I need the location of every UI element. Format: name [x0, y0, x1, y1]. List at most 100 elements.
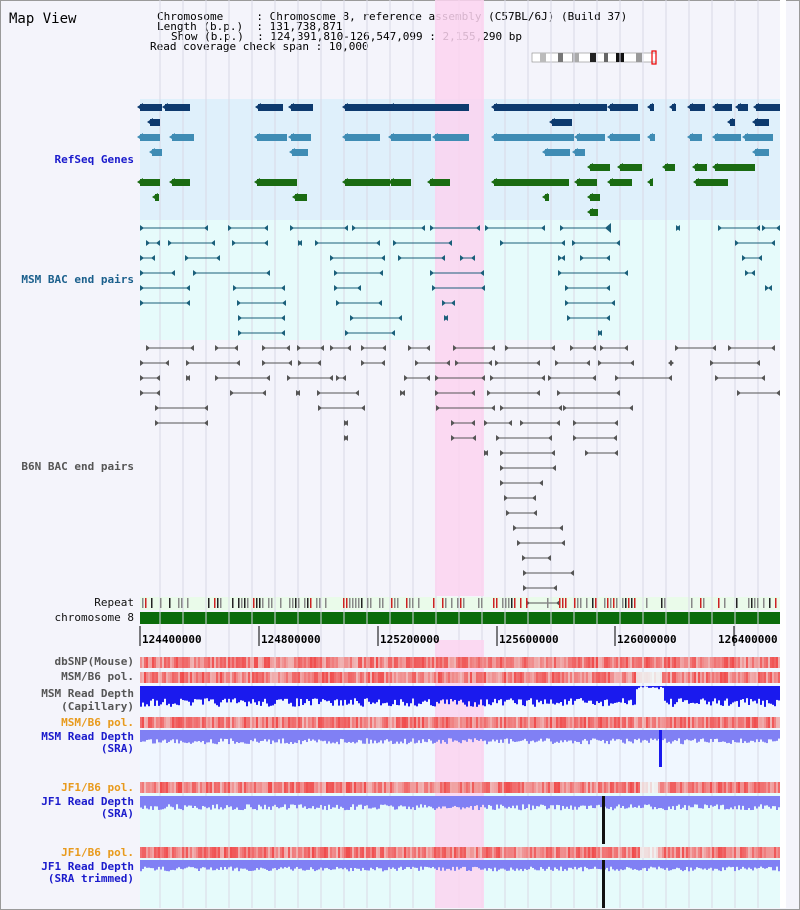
- depth-bar: [488, 860, 490, 869]
- bac-end-marker: [140, 270, 144, 276]
- bac-end-marker: [592, 345, 596, 351]
- depth-bar: [220, 860, 222, 868]
- heat-cell: [708, 672, 710, 683]
- depth-bar: [630, 686, 632, 700]
- track-label-jf1-b6-pol-trimmed[interactable]: JF1/B6 pol.: [61, 846, 134, 859]
- depth-bar: [366, 796, 368, 806]
- read-depth-tracks[interactable]: [140, 686, 780, 908]
- depth-bar: [424, 686, 426, 701]
- heat-cell: [348, 847, 350, 858]
- track-label-msm-b6-pol-sra[interactable]: MSM/B6 pol.: [61, 716, 134, 729]
- heat-cell: [740, 672, 742, 683]
- depth-bar: [418, 730, 420, 741]
- depth-bar: [420, 796, 422, 805]
- heat-cell: [204, 782, 206, 793]
- msm-bac-pairs-track[interactable]: [140, 223, 780, 336]
- depth-bar: [744, 796, 746, 810]
- heat-cell: [502, 847, 504, 858]
- depth-bar: [566, 796, 568, 807]
- heat-cell: [160, 717, 162, 728]
- bac-end-marker: [551, 345, 555, 351]
- track-label-chromosome[interactable]: chromosome 8: [54, 611, 134, 624]
- bac-end-marker: [715, 375, 719, 381]
- bac-end-marker: [629, 405, 633, 411]
- heat-cell: [412, 782, 414, 793]
- depth-bar: [600, 860, 602, 870]
- repeat-track[interactable]: [142, 598, 777, 608]
- depth-bar: [144, 730, 146, 742]
- heat-cell: [556, 717, 558, 728]
- selection-highlight[interactable]: [435, 0, 484, 596]
- track-label-msm-b6-pol[interactable]: MSM/B6 pol.: [61, 670, 134, 683]
- refseq-genes-track[interactable]: [137, 103, 780, 216]
- heat-cell: [280, 717, 282, 728]
- bac-end-marker: [513, 525, 517, 531]
- heat-cell: [360, 672, 362, 683]
- depth-bar: [190, 730, 192, 744]
- heat-cell: [572, 847, 574, 858]
- depth-bar: [446, 730, 448, 744]
- polymorphism-heat-tracks[interactable]: [140, 657, 780, 858]
- heat-cell: [266, 657, 268, 668]
- depth-bar: [764, 796, 766, 806]
- bac-end-marker: [186, 285, 190, 291]
- heat-cell: [428, 847, 430, 858]
- depth-bar: [638, 796, 640, 806]
- heat-cell: [376, 657, 378, 668]
- depth-bar: [622, 730, 624, 743]
- heat-cell: [552, 847, 554, 858]
- depth-bar: [318, 796, 320, 808]
- heat-cell: [442, 847, 444, 858]
- depth-bar: [294, 796, 296, 806]
- depth-bar: [722, 860, 724, 868]
- heat-cell: [534, 847, 536, 858]
- track-label-msm-bac[interactable]: MSM BAC end pairs: [21, 273, 134, 286]
- heat-cell: [250, 717, 252, 728]
- heat-cell: [540, 657, 542, 668]
- repeat-element: [220, 598, 222, 608]
- heat-cell: [194, 782, 196, 793]
- heat-cell: [206, 717, 208, 728]
- track-label-dbsnp[interactable]: dbSNP(Mouse): [54, 655, 134, 668]
- track-label-jf1-depth-trimmed[interactable]: JF1 Read Depth: [41, 860, 134, 873]
- depth-bar: [460, 860, 462, 869]
- depth-bar: [316, 730, 318, 743]
- track-label-refseq[interactable]: RefSeq Genes: [54, 153, 134, 166]
- depth-bar: [646, 796, 648, 806]
- depth-bar: [550, 730, 552, 742]
- track-label-jf1-b6-pol[interactable]: JF1/B6 pol.: [61, 781, 134, 794]
- depth-bar: [254, 730, 256, 739]
- depth-bar: [588, 860, 590, 870]
- heat-cell: [306, 782, 308, 793]
- track-label-msm-depth-sra[interactable]: MSM Read Depth: [41, 730, 134, 743]
- track-label-msm-depth-capillary[interactable]: MSM Read Depth: [41, 687, 134, 700]
- heat-cell: [574, 657, 576, 668]
- heat-cell: [722, 717, 724, 728]
- heat-cell: [700, 717, 702, 728]
- b6n-bac-pairs-track[interactable]: [140, 345, 780, 606]
- depth-bar: [302, 686, 304, 705]
- track-label-b6n-bac[interactable]: B6N BAC end pairs: [21, 460, 134, 473]
- heat-cell: [598, 672, 600, 683]
- heat-cell: [276, 672, 278, 683]
- heat-cell: [600, 672, 602, 683]
- heat-cell: [144, 657, 146, 668]
- track-label-repeat[interactable]: Repeat: [94, 596, 134, 609]
- heat-cell: [650, 782, 652, 793]
- depth-bar: [384, 730, 386, 741]
- depth-bar: [652, 796, 654, 810]
- heat-cell: [504, 782, 506, 793]
- heat-cell: [178, 657, 180, 668]
- track-label-jf1-depth-sra[interactable]: JF1 Read Depth: [41, 795, 134, 808]
- depth-bar: [304, 686, 306, 704]
- depth-bar: [170, 860, 172, 871]
- repeat-element: [460, 598, 462, 608]
- depth-bar: [716, 686, 718, 704]
- depth-bar: [150, 860, 152, 869]
- heat-cell: [752, 782, 754, 793]
- gene-feature: [745, 134, 773, 141]
- depth-bar: [470, 860, 472, 872]
- depth-bar: [298, 686, 300, 707]
- heat-cell: [476, 657, 478, 668]
